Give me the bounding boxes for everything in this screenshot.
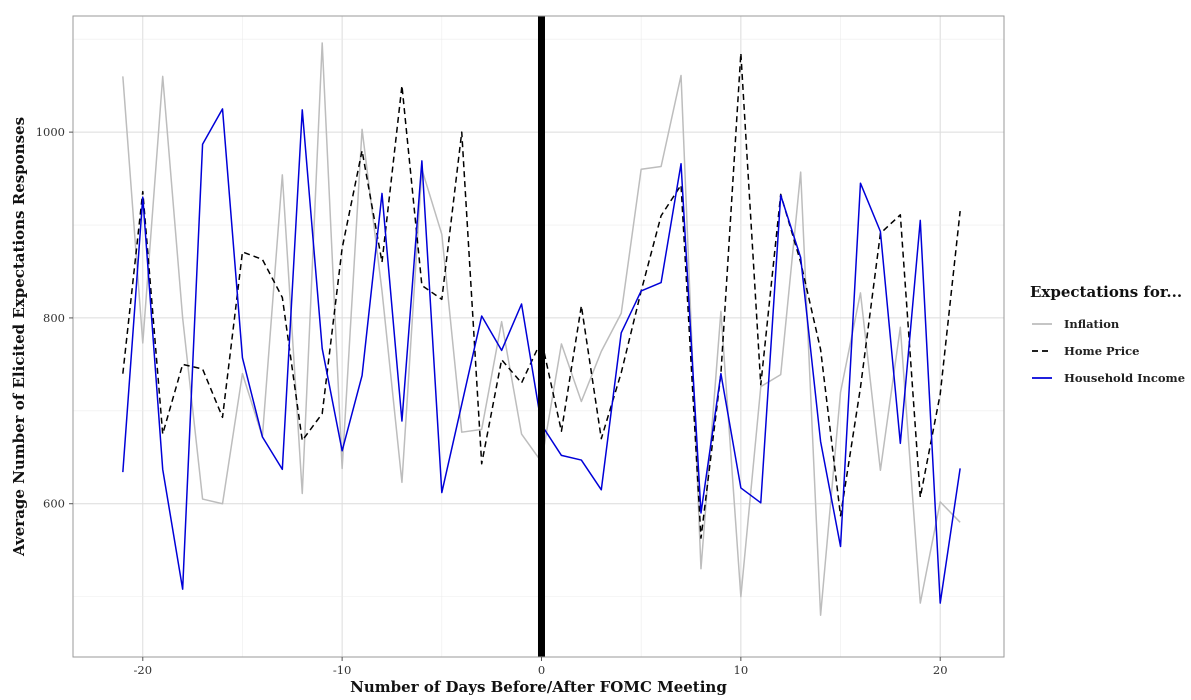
x-axis-title: Number of Days Before/After FOMC Meeting [350, 678, 727, 696]
legend-label-household-income: Household Income [1064, 371, 1185, 385]
legend-label-home-price: Home Price [1064, 344, 1139, 358]
x-axis-ticks: -20 -10 0 10 20 [134, 657, 948, 677]
y-axis-ticks: 600 800 1000 [36, 125, 73, 511]
y-axis-title: Average Number of Elicited Expectations … [10, 117, 28, 557]
x-tick-label: 10 [734, 663, 749, 677]
x-tick-label: 0 [538, 663, 545, 677]
y-tick-label: 1000 [36, 125, 65, 139]
panel-border [72, 15, 1005, 658]
x-tick-label: -20 [134, 663, 153, 677]
legend: Expectations for... Inflation Home Price H… [1030, 283, 1185, 385]
y-tick-label: 600 [43, 497, 65, 511]
legend-title: Expectations for... [1030, 283, 1182, 301]
legend-item-home-price: Home Price [1032, 344, 1139, 358]
legend-item-household-income: Household Income [1032, 371, 1185, 385]
legend-label-inflation: Inflation [1064, 317, 1120, 331]
series-line-home-price [122, 52, 961, 539]
legend-items: Inflation Home Price Household Income [1032, 317, 1185, 385]
x-tick-label: 20 [933, 663, 948, 677]
y-tick-label: 800 [43, 311, 65, 325]
legend-item-inflation: Inflation [1032, 317, 1120, 331]
x-tick-label: -10 [333, 663, 352, 677]
